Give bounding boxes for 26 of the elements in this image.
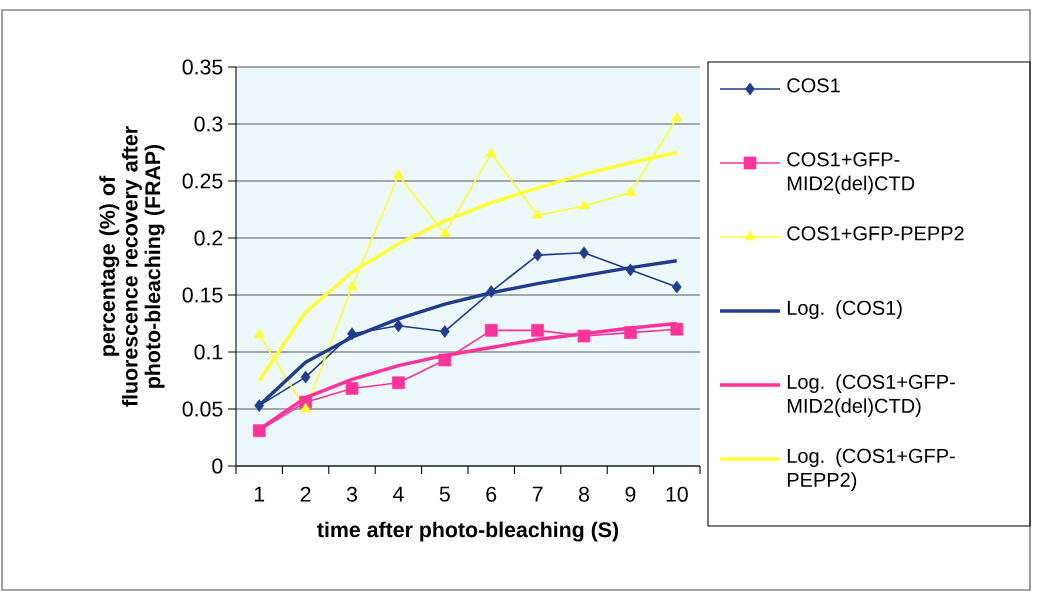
x-tick-label: 1 — [254, 486, 265, 502]
x-tick-label: 5 — [439, 486, 450, 502]
x-tick-label: 2 — [300, 486, 311, 502]
x-tick-label: 7 — [532, 486, 543, 502]
legend-label: COS1+GFP-MID2(del)CTD — [787, 152, 915, 195]
x-axis-title: time after photo-bleaching (S) — [317, 521, 619, 542]
y-tick-label: 0 — [212, 458, 223, 474]
legend-label: COS1 — [787, 78, 840, 93]
legend-label: COS1+GFP-PEPP2 — [787, 226, 964, 241]
x-tick-label: 9 — [625, 486, 636, 502]
y-axis-title: percentage (%) of fluorescence recovery after photo-bleaching (FRAP) — [99, 126, 165, 407]
y-tick-label: 0.25 — [182, 173, 223, 189]
legend-label: Log. (COS1) — [787, 300, 902, 319]
y-tick-label: 0.35 — [182, 59, 223, 75]
y-tick-label: 0.3 — [194, 116, 223, 132]
legend-label: Log. (COS1+GFP-PEPP2) — [787, 448, 955, 491]
y-tick-label: 0.2 — [194, 230, 223, 246]
x-tick-label: 6 — [486, 486, 497, 502]
y-tick-label: 0.1 — [194, 344, 223, 360]
y-tick-label: 0.05 — [182, 401, 223, 417]
legend-label: Log. (COS1+GFP-MID2(del)CTD) — [787, 374, 955, 417]
x-tick-label: 10 — [666, 486, 688, 502]
x-tick-label: 8 — [579, 486, 590, 502]
y-tick-label: 0.15 — [182, 287, 223, 303]
x-tick-label: 3 — [346, 486, 357, 502]
x-tick-label: 4 — [392, 486, 404, 502]
